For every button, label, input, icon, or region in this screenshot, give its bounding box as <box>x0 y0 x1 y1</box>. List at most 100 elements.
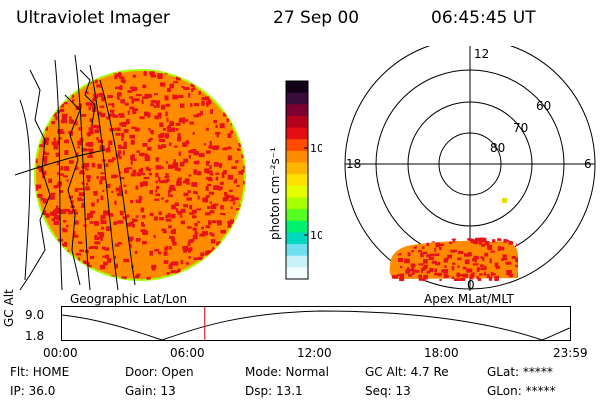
emission-pixel <box>130 199 134 204</box>
geographic-image <box>14 54 246 290</box>
emission-pixel <box>86 175 92 179</box>
emission-pixel <box>206 163 209 166</box>
emission-pixel <box>140 207 145 213</box>
emission-pixel <box>98 92 104 97</box>
emission-pixel <box>175 122 181 126</box>
emission-pixel <box>155 100 160 104</box>
emission-pixel <box>222 275 228 280</box>
emission-pixel <box>172 261 179 266</box>
emission-pixel <box>171 127 176 131</box>
emission-pixel <box>141 279 144 280</box>
emission-pixel <box>142 241 147 245</box>
emission-pixel <box>187 242 191 246</box>
emission-pixel <box>54 75 61 81</box>
emission-pixel <box>243 82 245 85</box>
emission-pixel <box>135 238 141 242</box>
oval-pixel <box>422 251 428 254</box>
emission-pixel <box>60 119 64 124</box>
oval-pixel <box>396 274 402 277</box>
emission-pixel <box>176 76 179 80</box>
emission-pixel <box>89 118 93 123</box>
emission-pixel <box>117 97 120 100</box>
emission-pixel <box>143 230 148 235</box>
emission-pixel <box>36 213 40 217</box>
emission-pixel <box>243 149 245 152</box>
colorbar-band <box>286 255 308 268</box>
emission-pixel <box>221 174 225 178</box>
emission-pixel <box>45 235 52 238</box>
emission-pixel <box>201 76 207 80</box>
emission-pixel <box>119 113 125 118</box>
oval-pixel <box>462 273 469 278</box>
emission-pixel <box>51 141 57 145</box>
oval-pixel <box>407 252 411 257</box>
apex-mlat-mlt-label: Apex MLat/MLT <box>424 292 514 306</box>
oval-pixel <box>434 268 437 273</box>
emission-pixel <box>243 165 245 168</box>
seq-value: Seq: 13 <box>365 384 411 398</box>
emission-pixel <box>240 219 245 222</box>
emission-pixel <box>96 84 102 88</box>
oval-pixel <box>472 239 478 244</box>
emission-pixel <box>165 135 169 139</box>
colorbar-band <box>286 185 308 199</box>
emission-pixel <box>115 132 121 136</box>
emission-pixel <box>37 233 41 237</box>
oval-pixel <box>497 237 502 241</box>
emission-pixel <box>227 155 232 161</box>
emission-pixel <box>189 74 196 77</box>
emission-pixel <box>209 201 212 204</box>
emission-pixel <box>206 262 209 267</box>
oval-pixel <box>495 265 500 269</box>
emission-pixel <box>232 274 238 278</box>
emission-pixel <box>120 99 126 104</box>
emission-pixel <box>126 119 130 124</box>
emission-pixel <box>91 202 95 207</box>
emission-pixel <box>243 93 245 96</box>
oval-pixel <box>411 270 415 275</box>
emission-pixel <box>231 166 237 169</box>
emission-pixel <box>190 149 197 154</box>
emission-pixel <box>37 194 43 198</box>
emission-pixel <box>162 127 167 131</box>
oval-pixel <box>491 273 496 276</box>
oval-pixel <box>444 237 448 239</box>
emission-pixel <box>49 76 54 81</box>
emission-pixel <box>86 132 92 136</box>
emission-pixel <box>191 209 196 213</box>
emission-pixel <box>194 232 199 235</box>
emission-pixel <box>75 253 82 256</box>
emission-pixel <box>140 229 147 232</box>
emission-pixel <box>87 155 93 158</box>
oval-pixel <box>492 239 496 243</box>
emission-pixel <box>108 103 113 106</box>
emission-pixel <box>166 271 170 275</box>
emission-pixel <box>135 185 139 190</box>
emission-pixel <box>111 174 117 179</box>
emission-pixel <box>204 168 210 174</box>
emission-pixel <box>66 278 72 280</box>
emission-pixel <box>148 172 152 176</box>
emission-pixel <box>104 70 109 74</box>
emission-pixel <box>160 104 166 110</box>
emission-pixel <box>193 161 199 165</box>
emission-pixel <box>193 268 198 273</box>
emission-pixel <box>97 111 102 116</box>
emission-pixel <box>178 151 182 156</box>
emission-pixel <box>49 91 54 94</box>
emission-pixel <box>165 103 171 107</box>
oval-pixel <box>447 254 453 259</box>
emission-pixel <box>53 215 60 220</box>
emission-pixel <box>131 224 136 228</box>
emission-pixel <box>60 108 65 113</box>
emission-pixel <box>53 211 57 216</box>
emission-pixel <box>90 124 97 128</box>
emission-pixel <box>142 181 148 187</box>
emission-pixel <box>56 161 60 166</box>
emission-pixel <box>193 152 197 156</box>
emission-pixel <box>172 228 176 233</box>
oval-pixel <box>434 247 437 253</box>
emission-pixel <box>48 270 52 275</box>
emission-pixel <box>41 170 46 176</box>
emission-pixel <box>206 73 213 77</box>
